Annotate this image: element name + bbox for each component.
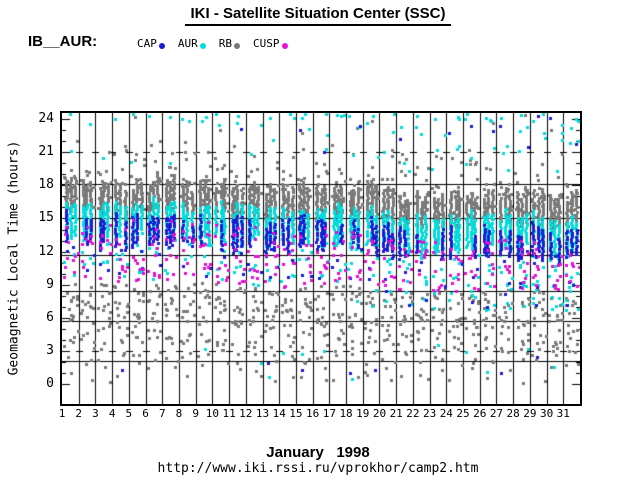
x-tick-label: 30 <box>539 407 554 420</box>
y-tick-label: 24 <box>38 111 54 127</box>
x-tick-label: 25 <box>456 407 470 420</box>
x-tick-label: 6 <box>142 407 149 420</box>
x-tick-label: 12 <box>239 407 253 420</box>
x-tick-label: 4 <box>108 407 116 420</box>
y-tick-label: 0 <box>46 376 54 392</box>
x-tick-label: 28 <box>506 407 520 420</box>
x-tick-label: 16 <box>306 407 320 420</box>
footer-caption: January 1998 <box>266 444 370 461</box>
x-tick-label: 20 <box>372 407 387 420</box>
x-tick-label: 22 <box>406 407 420 420</box>
legend-label: CUSP <box>253 37 280 50</box>
x-tick-label: 13 <box>255 407 270 420</box>
x-tick-label: 31 <box>556 407 570 420</box>
y-tick-label: 15 <box>38 210 54 226</box>
legend-item-aur: AUR <box>178 38 206 49</box>
legend-label: AUR <box>177 37 198 50</box>
title-row: IKI - Satellite Situation Center (SSC) <box>0 5 636 26</box>
plot-canvas <box>62 113 580 404</box>
x-tick-label: 27 <box>489 407 504 420</box>
y-tick-label: 12 <box>38 243 54 259</box>
y-tick-label: 21 <box>38 144 54 160</box>
legend-swatch-aur <box>199 43 206 49</box>
legend-item-cap: CAP <box>137 38 165 49</box>
x-tick-label: 5 <box>125 407 133 420</box>
x-tick-label: 24 <box>439 407 453 420</box>
x-tick-label: 29 <box>523 407 537 420</box>
x-tick-label: 11 <box>222 407 236 420</box>
y-tick-label: 9 <box>46 276 54 292</box>
x-tick-label: 7 <box>158 407 166 420</box>
legend: CAP AUR RB CUSP <box>137 38 288 49</box>
footer-url: http://www.iki.rssi.ru/vprokhor/camp2.ht… <box>157 461 479 476</box>
x-tick-label: 21 <box>389 407 403 420</box>
x-tick-label: 10 <box>205 407 219 420</box>
legend-swatch-cap <box>158 43 165 49</box>
x-tick-label: 9 <box>192 407 199 420</box>
parameter-label: IB__AUR: <box>28 33 98 50</box>
page-title: IKI - Satellite Situation Center (SSC) <box>185 5 451 26</box>
y-tick-label: 6 <box>46 309 54 325</box>
legend-label: RB <box>218 37 232 50</box>
x-tick-label: 15 <box>289 407 303 420</box>
legend-swatch-rb <box>234 43 240 49</box>
legend-item-rb: RB <box>219 38 240 49</box>
x-tick-label: 23 <box>422 407 437 420</box>
legend-item-cusp: CUSP <box>253 38 288 49</box>
x-tick-label: 18 <box>339 407 353 420</box>
legend-swatch-cusp <box>281 43 288 49</box>
y-axis-label: Geomagnetic Local Time (hours) <box>6 140 22 376</box>
x-tick-label: 17 <box>322 407 336 420</box>
y-tick-label: 3 <box>46 342 54 358</box>
x-tick-label: 26 <box>473 407 487 420</box>
legend-label: CAP <box>137 37 157 50</box>
y-tick-label: 18 <box>38 177 54 193</box>
plot-area <box>60 111 582 406</box>
x-tick-label: 19 <box>356 407 370 420</box>
x-tick-label: 14 <box>272 407 286 420</box>
x-tick-label: 1 <box>58 407 66 420</box>
x-tick-label: 2 <box>75 407 83 420</box>
x-tick-label: 8 <box>175 407 183 420</box>
x-tick-label: 3 <box>92 407 99 420</box>
